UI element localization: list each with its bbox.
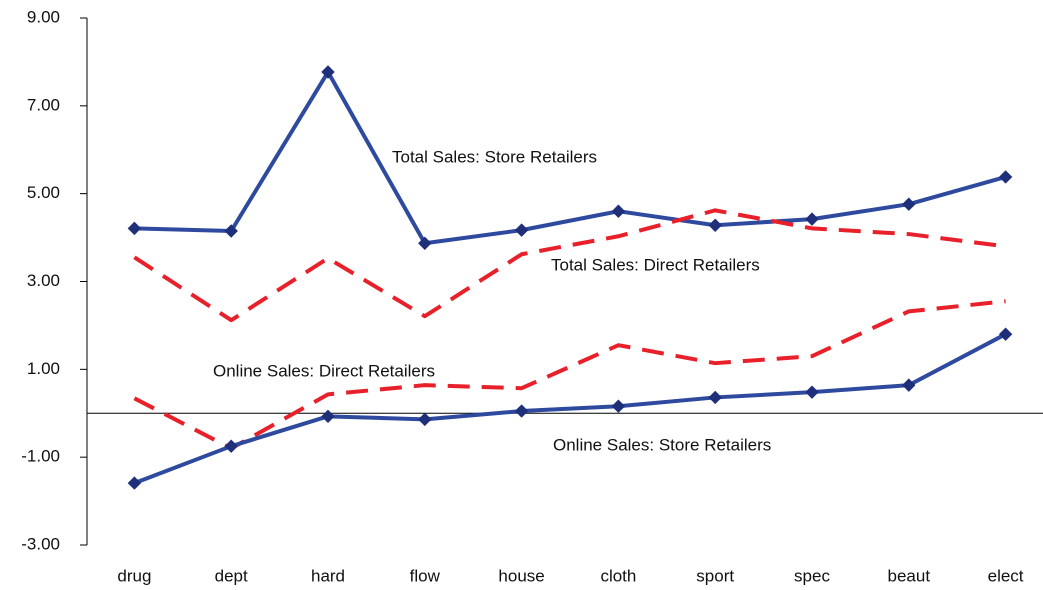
series-line: [133, 332, 1007, 485]
point-marker: [998, 327, 1013, 341]
x-tick-label: spec: [794, 566, 830, 585]
x-tick-label: beaut: [888, 566, 931, 585]
point-marker: [321, 409, 335, 424]
y-tick-label: 7.00: [27, 95, 60, 114]
point-marker: [708, 390, 722, 405]
point-marker: [224, 439, 238, 453]
point-marker: [514, 404, 529, 418]
series-line: [133, 299, 1006, 451]
x-tick-label: hard: [311, 566, 345, 585]
x-tick-label: cloth: [600, 566, 636, 585]
point-marker: [127, 476, 142, 490]
series-line: [133, 208, 1006, 323]
series-label: Total Sales: Direct Retailers: [551, 255, 760, 274]
point-marker: [514, 223, 529, 237]
y-tick-label: 9.00: [27, 7, 60, 26]
series-label: Online Sales: Store Retailers: [553, 435, 771, 454]
point-marker: [805, 385, 819, 399]
point-marker: [902, 197, 916, 211]
point-marker: [611, 399, 626, 413]
y-tick-label: -3.00: [21, 534, 60, 553]
x-tick-label: elect: [988, 566, 1024, 585]
point-marker: [127, 221, 142, 236]
x-tick-label: dept: [215, 566, 248, 585]
point-marker: [418, 412, 432, 427]
series-label: Total Sales: Store Retailers: [392, 147, 597, 166]
series-line: [134, 70, 1007, 246]
series-label: Online Sales: Direct Retailers: [213, 361, 435, 380]
y-tick-label: 1.00: [27, 359, 60, 378]
y-tick-label: -1.00: [21, 447, 60, 466]
point-marker: [998, 170, 1013, 184]
x-tick-label: sport: [696, 566, 734, 585]
point-marker: [321, 65, 335, 79]
point-marker: [418, 236, 432, 250]
point-marker: [708, 218, 722, 232]
point-marker: [902, 378, 916, 392]
y-tick-label: 5.00: [27, 183, 60, 202]
point-marker: [224, 224, 238, 238]
x-tick-label: drug: [117, 566, 151, 585]
y-tick-label: 3.00: [27, 271, 60, 290]
x-tick-label: house: [498, 566, 544, 585]
point-marker: [611, 204, 626, 218]
point-marker: [805, 212, 819, 226]
x-tick-label: flow: [410, 566, 441, 585]
